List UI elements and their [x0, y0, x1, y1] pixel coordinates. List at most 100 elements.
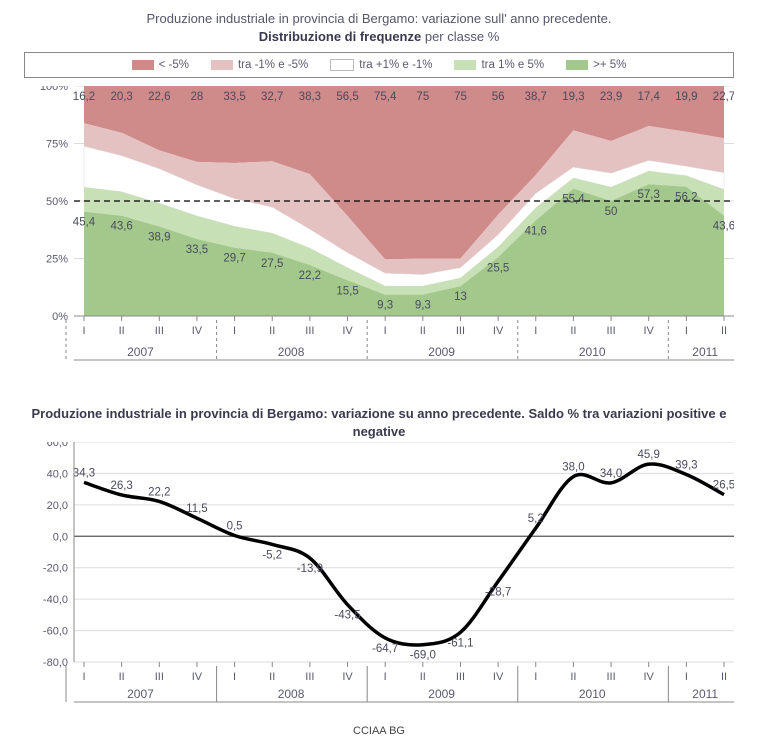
legend-label: tra 1% e 5% [481, 59, 544, 71]
chart1-title: Produzione industriale in provincia di B… [24, 10, 734, 46]
svg-text:40,0: 40,0 [47, 469, 68, 481]
svg-text:100%: 100% [40, 86, 68, 93]
svg-text:-60,0: -60,0 [43, 626, 68, 638]
svg-text:III: III [305, 325, 314, 337]
svg-text:32,7: 32,7 [261, 91, 283, 103]
svg-text:43,6: 43,6 [713, 221, 734, 233]
svg-text:43,6: 43,6 [110, 221, 132, 233]
svg-text:11,5: 11,5 [186, 504, 208, 516]
svg-text:I: I [685, 325, 688, 337]
svg-text:19,3: 19,3 [562, 91, 584, 103]
svg-text:25%: 25% [46, 254, 68, 266]
svg-text:IV: IV [342, 325, 353, 337]
svg-text:22,2: 22,2 [148, 487, 170, 499]
svg-text:33,5: 33,5 [223, 91, 245, 103]
legend-label: >+ 5% [593, 59, 626, 71]
svg-text:15,5: 15,5 [336, 286, 358, 298]
legend-label: tra -1% e -5% [238, 59, 308, 71]
balance-line [84, 464, 724, 645]
svg-text:III: III [155, 671, 164, 683]
svg-text:38,3: 38,3 [299, 91, 321, 103]
svg-text:34,3: 34,3 [73, 468, 95, 480]
svg-text:60,0: 60,0 [47, 442, 68, 449]
svg-text:45,9: 45,9 [638, 450, 660, 462]
svg-text:I: I [534, 325, 537, 337]
svg-text:2010: 2010 [579, 687, 606, 701]
svg-text:II: II [269, 325, 275, 337]
svg-text:III: III [606, 671, 615, 683]
legend-swatch [211, 60, 233, 70]
svg-text:II: II [119, 325, 125, 337]
line-chart: -80,0-60,0-40,0-20,00,020,040,060,034,32… [24, 442, 734, 727]
svg-text:2008: 2008 [278, 687, 305, 701]
svg-text:2011: 2011 [692, 687, 718, 701]
svg-text:IV: IV [644, 671, 655, 683]
legend-item: >+ 5% [566, 59, 626, 71]
svg-text:19,9: 19,9 [675, 91, 697, 103]
svg-text:0,5: 0,5 [227, 521, 243, 533]
svg-text:2009: 2009 [428, 687, 455, 701]
page: { "title_line1":"Produzione industriale … [0, 0, 758, 751]
legend-item: tra 1% e 5% [454, 59, 544, 71]
svg-text:I: I [384, 671, 387, 683]
svg-text:IV: IV [192, 671, 203, 683]
legend-item: < -5% [132, 59, 189, 71]
svg-text:56,2: 56,2 [675, 192, 697, 204]
svg-text:38,7: 38,7 [525, 91, 547, 103]
svg-text:IV: IV [493, 325, 504, 337]
svg-text:39,3: 39,3 [675, 460, 697, 472]
svg-text:20,3: 20,3 [110, 91, 132, 103]
svg-text:IV: IV [493, 671, 504, 683]
svg-text:33,5: 33,5 [186, 244, 208, 256]
legend-label: < -5% [159, 59, 189, 71]
svg-text:26,3: 26,3 [110, 480, 132, 492]
area-chart: 0%25%50%75%100%16,220,322,62833,532,738,… [24, 86, 734, 391]
svg-text:I: I [384, 325, 387, 337]
svg-text:23,9: 23,9 [600, 91, 622, 103]
svg-text:III: III [305, 671, 314, 683]
svg-text:III: III [606, 325, 615, 337]
legend-item: tra -1% e -5% [211, 59, 308, 71]
svg-text:III: III [456, 325, 465, 337]
svg-text:22,6: 22,6 [148, 91, 170, 103]
svg-text:13: 13 [454, 291, 467, 303]
svg-text:38,0: 38,0 [562, 462, 584, 474]
svg-text:-40,0: -40,0 [43, 595, 68, 607]
svg-text:II: II [570, 325, 576, 337]
svg-text:2010: 2010 [579, 345, 606, 359]
svg-text:16,2: 16,2 [73, 91, 95, 103]
svg-text:5,2: 5,2 [528, 514, 544, 526]
svg-text:II: II [119, 671, 125, 683]
svg-text:2008: 2008 [278, 345, 305, 359]
svg-text:45,4: 45,4 [73, 217, 96, 229]
svg-text:55,4: 55,4 [562, 194, 585, 206]
legend: < -5% tra -1% e -5% tra +1% e -1% tra 1% e … [24, 52, 734, 78]
svg-text:II: II [721, 671, 727, 683]
svg-text:50%: 50% [46, 196, 68, 208]
svg-text:2009: 2009 [428, 345, 455, 359]
svg-text:75%: 75% [46, 139, 68, 151]
legend-swatch [566, 60, 588, 70]
svg-text:20,0: 20,0 [47, 500, 68, 512]
svg-text:41,6: 41,6 [525, 226, 547, 238]
svg-text:IV: IV [644, 325, 655, 337]
svg-text:II: II [269, 671, 275, 683]
svg-text:9,3: 9,3 [415, 300, 431, 312]
svg-text:22,2: 22,2 [299, 270, 321, 282]
svg-text:I: I [233, 671, 236, 683]
svg-text:2007: 2007 [127, 345, 154, 359]
svg-text:-80,0: -80,0 [43, 657, 68, 669]
svg-text:34,0: 34,0 [600, 468, 622, 480]
svg-text:I: I [233, 325, 236, 337]
svg-text:-61,1: -61,1 [447, 638, 473, 650]
svg-text:75: 75 [454, 91, 467, 103]
svg-text:-43,5: -43,5 [334, 610, 360, 622]
svg-text:38,9: 38,9 [148, 232, 170, 244]
svg-text:0,0: 0,0 [53, 532, 68, 544]
legend-item: tra +1% e -1% [330, 59, 432, 71]
chart2-title: Produzione industriale in provincia di B… [24, 405, 734, 440]
svg-text:I: I [534, 671, 537, 683]
legend-swatch [454, 60, 476, 70]
svg-text:II: II [420, 325, 426, 337]
svg-text:-5,2: -5,2 [262, 550, 282, 562]
